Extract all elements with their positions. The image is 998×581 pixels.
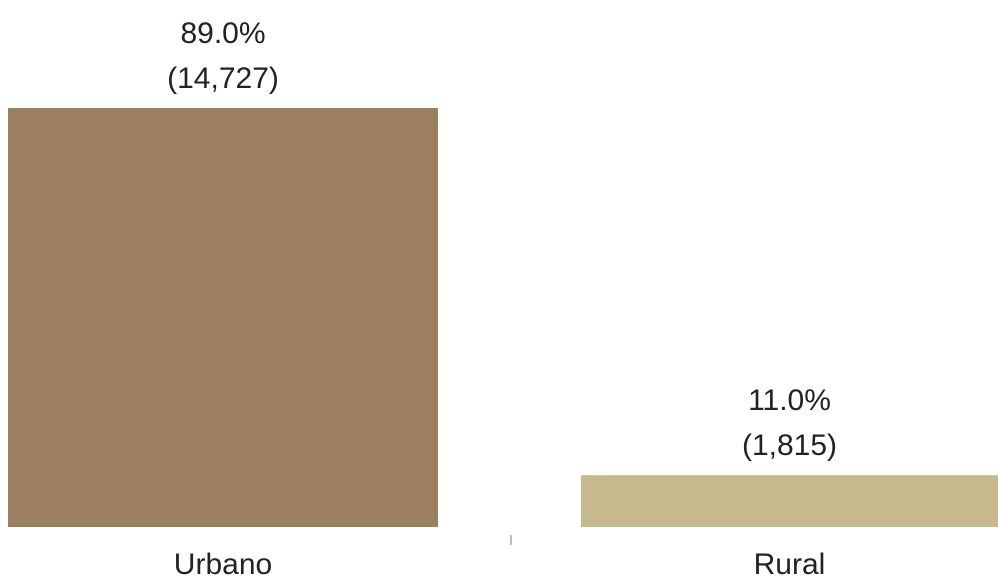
- count-label: (1,815): [742, 429, 837, 462]
- value-label: 11.0%: [748, 384, 831, 417]
- bar: [8, 107, 438, 527]
- x-tick-label: Rural: [754, 548, 826, 581]
- x-tick-label: Urbano: [174, 548, 272, 581]
- count-label: (14,727): [167, 62, 279, 95]
- bar: [581, 475, 998, 527]
- value-label: 89.0%: [180, 17, 265, 50]
